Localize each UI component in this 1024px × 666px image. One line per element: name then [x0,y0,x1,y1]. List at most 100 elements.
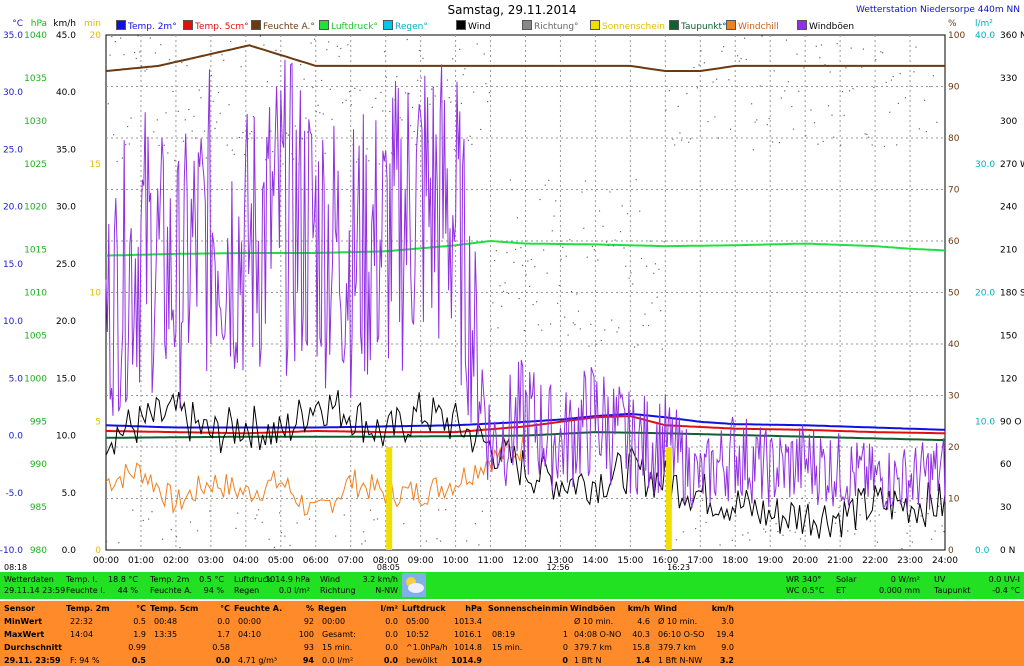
stat-cell-label: Ø 10 min. [658,617,698,626]
time-tick-label: 04:00 [233,556,259,566]
direction-point [177,110,179,112]
stat-cell-label: ^1.0hPa/h [406,643,448,652]
direction-point [480,128,482,130]
direction-point [511,189,513,191]
stat-cell-value: 15.8 [632,643,650,652]
direction-point [132,509,134,511]
direction-point [653,272,655,274]
direction-point [892,76,894,78]
direction-point [924,99,926,101]
uv-value: 0.0 UV-I [988,575,1020,584]
direction-point [135,57,137,60]
direction-point [758,515,760,517]
axis-tick-dir: 210 [1000,246,1017,256]
direction-point [230,40,232,43]
time-tick-label: 17:00 [687,556,713,566]
direction-point [754,121,756,123]
axis-tick-temp: -10.0 [0,546,23,556]
direction-point [586,256,588,258]
direction-point [224,50,227,52]
direction-point [125,144,127,146]
direction-point [350,104,352,106]
direction-point [114,41,116,43]
stat-cell-label: 15 min. [322,643,353,652]
stat-cell-label: F: 94 % [70,656,100,665]
stat-col-header: Luftdruck [402,604,446,613]
time-tick-label: 07:00 [338,556,364,566]
direction-point [598,210,601,212]
series-windchill [105,436,526,516]
direction-point [364,540,366,542]
legend-label: Temp. 5cm° [195,22,249,32]
direction-point [291,153,293,155]
direction-point [321,79,323,82]
direction-point [897,102,899,104]
legend-item: Windböen [797,20,854,32]
series-taupunkt- [106,431,946,442]
direction-point [485,83,487,85]
direction-point [581,191,583,193]
direction-point [827,105,830,107]
et-label: ET [836,586,846,595]
solar-noon-label: 12:56 [546,563,569,572]
axis-tick-dir: 30 [1000,503,1012,513]
direction-point [616,331,618,333]
axis-tick-hpa: 1035 [24,74,47,84]
direction-point [614,239,616,241]
direction-point [186,65,188,67]
direction-point [280,532,282,534]
axis-tick-hpa: 1020 [24,203,47,213]
direction-point [548,179,550,181]
axis-tick-dir: 330 [1000,74,1017,84]
direction-point [913,71,915,73]
direction-point [847,530,849,532]
direction-point [452,58,454,60]
direction-point [107,103,109,105]
direction-point [375,97,377,99]
direction-point [151,511,153,513]
direction-point [778,142,781,144]
direction-point [661,348,663,350]
direction-point [251,130,253,133]
direction-point [733,508,735,510]
direction-point [158,144,160,147]
direction-point [663,241,665,243]
direction-point [431,88,433,90]
stat-cell-value: 9.0 [721,643,734,652]
direction-point [410,125,412,127]
direction-point [859,514,861,516]
hum-in-label: Feuchte I. [66,586,106,595]
direction-point [314,38,316,40]
stat-cell-label: 14:04 [70,630,94,639]
direction-point [448,97,450,99]
axis-tick-temp: 5.0 [9,374,24,384]
axis-unit-kmh: km/h [53,19,76,29]
direction-point [473,91,475,93]
direction-point [362,531,365,533]
direction-point [698,64,700,66]
direction-point [747,532,749,534]
direction-point [420,77,422,79]
direction-point [808,502,810,504]
direction-point [612,245,615,247]
axis-tick-pct: 70 [948,186,960,196]
stat-col-unit: l/m² [380,604,398,613]
direction-point [394,99,396,101]
direction-point [714,116,716,118]
direction-point [106,540,108,543]
direction-point [247,138,249,140]
axis-tick-hpa: 1030 [24,117,47,127]
direction-point [829,71,831,73]
direction-point [906,532,908,534]
direction-point [751,103,753,105]
stat-col-header: Feuchte A. [234,604,283,613]
legend-label: Richtung° [534,22,579,32]
legend-item: Windchill [726,20,779,32]
direction-point [876,541,878,543]
direction-point [446,79,448,81]
direction-point [168,59,171,61]
direction-point [459,48,461,50]
direction-point [792,128,795,130]
direction-point [693,67,695,69]
stat-cell-value: 1014.8 [454,643,482,652]
